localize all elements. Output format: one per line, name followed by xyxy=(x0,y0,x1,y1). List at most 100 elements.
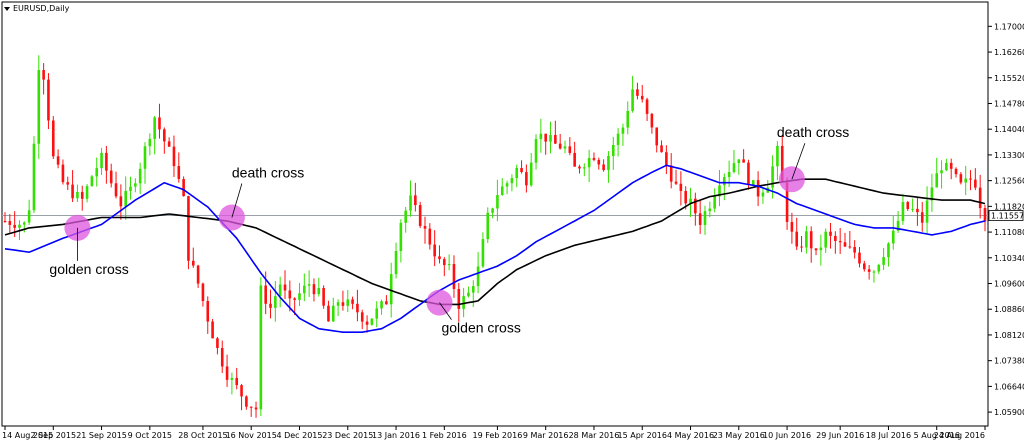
candle xyxy=(158,103,161,139)
candle xyxy=(423,216,427,244)
candle xyxy=(665,145,668,174)
x-tick-label: 15 Apr 2016 xyxy=(618,431,667,440)
y-tick-label: 1.08120 xyxy=(994,331,1024,340)
candle xyxy=(288,280,292,312)
candle xyxy=(414,182,417,212)
candle xyxy=(95,157,99,187)
y-axis: 1.17000 1.16260 1.15520 1.14780 1.14040 1.133… xyxy=(988,22,1024,417)
candle xyxy=(891,215,895,250)
annotation-label: death cross xyxy=(777,124,849,140)
candle xyxy=(563,140,567,154)
candle xyxy=(172,135,176,177)
candle xyxy=(853,240,856,259)
candle xyxy=(322,285,325,309)
y-tick-label: 1.12560 xyxy=(994,177,1024,186)
candle xyxy=(148,133,152,156)
x-tick-label: 19 Feb 2016 xyxy=(473,431,523,440)
candle xyxy=(669,153,673,189)
candle xyxy=(269,289,272,319)
candle xyxy=(496,179,499,222)
candle xyxy=(134,178,137,193)
candle xyxy=(887,242,890,267)
annotation-label: golden cross xyxy=(49,261,128,277)
x-tick-label: 9 Mar 2016 xyxy=(523,431,569,440)
candle xyxy=(935,157,939,188)
candle xyxy=(206,296,210,334)
candle xyxy=(583,163,586,177)
candle xyxy=(438,245,441,264)
x-tick-label: 13 Jan 2016 xyxy=(372,431,420,440)
candle xyxy=(858,246,861,268)
candle xyxy=(616,128,620,157)
candle xyxy=(505,180,509,195)
candle xyxy=(814,248,818,256)
current-price-tag: 1.11557 xyxy=(988,210,1024,221)
candle xyxy=(529,153,533,187)
candle xyxy=(578,164,581,174)
candle xyxy=(534,134,538,170)
moving-averages xyxy=(4,164,986,333)
candle xyxy=(56,149,60,169)
symbol-title: EURUSD,Daily xyxy=(4,4,70,13)
candle xyxy=(969,170,972,191)
candle xyxy=(71,170,74,202)
candle xyxy=(863,260,866,272)
candle xyxy=(249,406,253,417)
candle xyxy=(259,277,263,416)
candle xyxy=(481,232,485,268)
candle xyxy=(824,228,827,253)
y-tick-label: 1.06640 xyxy=(994,382,1024,391)
candle xyxy=(3,212,7,223)
candle xyxy=(394,242,398,279)
candle xyxy=(163,127,166,154)
candle xyxy=(254,401,258,418)
candle xyxy=(819,234,823,266)
candle xyxy=(626,101,630,135)
candle xyxy=(636,82,639,100)
candle xyxy=(877,263,881,275)
candle xyxy=(983,204,987,232)
candle xyxy=(90,174,94,187)
candle xyxy=(549,121,552,154)
candle xyxy=(235,367,239,390)
candle xyxy=(467,286,470,298)
annotation-label: death cross xyxy=(232,164,304,180)
candle xyxy=(573,141,576,167)
candle xyxy=(409,180,412,217)
x-tick-label: 16 Nov 2015 xyxy=(226,431,277,440)
candle xyxy=(737,159,741,175)
candle xyxy=(211,318,214,339)
candle xyxy=(365,315,369,333)
cross-annotation: death cross xyxy=(218,164,304,231)
candle xyxy=(114,171,118,199)
candle xyxy=(882,247,885,270)
candle xyxy=(385,295,388,305)
candle xyxy=(694,192,697,226)
candle xyxy=(327,300,330,322)
candle xyxy=(47,73,50,130)
ma-fast-line xyxy=(4,164,986,333)
x-tick-label: 9 Oct 2015 xyxy=(128,431,172,440)
candle xyxy=(433,230,436,267)
candle xyxy=(554,120,557,144)
candle xyxy=(655,127,659,153)
candle xyxy=(809,226,813,263)
candle xyxy=(331,297,335,322)
candle xyxy=(119,184,123,220)
candle xyxy=(32,136,36,214)
ma-slow-line xyxy=(4,178,986,306)
y-tick-label: 1.15520 xyxy=(994,74,1024,83)
candle xyxy=(539,118,543,153)
chevron-down-icon[interactable] xyxy=(4,7,10,11)
y-tick-label: 1.13300 xyxy=(994,151,1024,160)
candle xyxy=(723,173,726,201)
candle xyxy=(220,340,224,373)
candle xyxy=(230,372,234,395)
candle xyxy=(346,290,350,313)
candle xyxy=(602,159,605,172)
candle xyxy=(351,296,354,310)
candle xyxy=(85,183,89,203)
x-tick-label: 28 Mar 2016 xyxy=(569,431,620,440)
